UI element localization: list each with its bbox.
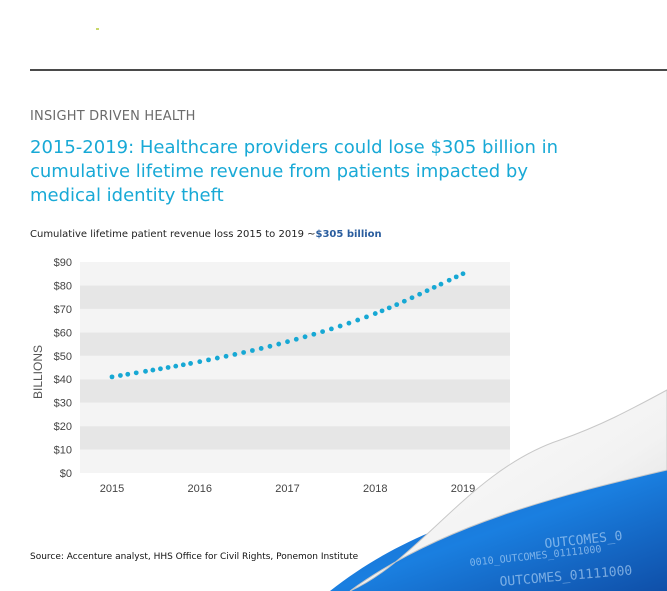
series-dot <box>180 362 186 368</box>
y-tick-label: $80 <box>54 280 72 292</box>
chart-bands <box>80 262 510 473</box>
series-dot <box>165 365 171 370</box>
x-tick-label: 2015 <box>100 483 124 495</box>
y-axis-ticks: $0 $10 $20 $30 $40 $50 $60 $70 $80 $90 <box>54 257 72 480</box>
series-dot <box>409 295 415 301</box>
series-dot <box>250 348 255 353</box>
series-dot <box>346 320 352 326</box>
chart-band <box>80 449 510 473</box>
y-tick-label: $70 <box>54 304 72 316</box>
section-eyebrow: INSIGHT DRIVEN HEALTH <box>30 109 196 124</box>
source-note: Source: Accenture analyst, HHS Office fo… <box>30 552 359 562</box>
series-dot <box>143 368 148 374</box>
series-dot <box>364 314 369 320</box>
series-dot <box>223 353 229 359</box>
revenue-loss-chart: $0$10$20$30$40$50$60$70$80$90 2015 2016 20… <box>31 257 510 495</box>
chart-subtitle-highlight: $305 billion <box>315 229 382 240</box>
series-dot <box>424 288 430 294</box>
chart-band <box>80 285 510 309</box>
corner-mark <box>96 28 99 30</box>
y-axis-label: BILLIONS <box>31 345 45 399</box>
series-dot <box>206 357 211 363</box>
series-dot <box>417 291 423 297</box>
series-dot <box>276 341 282 347</box>
chart-band <box>80 308 510 333</box>
x-axis-ticks: 2015 2016 2017 2018 2019 <box>100 483 475 495</box>
y-tick-label: $20 <box>54 421 72 433</box>
series-dot <box>267 343 273 349</box>
x-tick-label: 2018 <box>363 483 387 495</box>
y-tick-label: $60 <box>54 327 72 339</box>
x-tick-label: 2017 <box>275 483 299 495</box>
chart-band <box>80 355 510 380</box>
series-dot <box>173 363 179 369</box>
series-dot <box>394 302 400 308</box>
series-dot <box>453 274 459 280</box>
series-dot <box>446 277 452 283</box>
series-dot <box>302 334 308 340</box>
series-dot <box>311 331 317 337</box>
chart-band <box>80 332 510 356</box>
x-tick-label: 2016 <box>188 483 212 495</box>
chart-series-dots <box>109 271 466 380</box>
series-dot <box>188 361 193 366</box>
series-dot <box>386 305 392 311</box>
series-dot <box>401 298 407 304</box>
chart-band <box>80 379 510 403</box>
series-dot <box>133 370 139 376</box>
chart-subtitle-text: Cumulative lifetime patient revenue loss… <box>30 229 316 240</box>
y-tick-label: $40 <box>54 374 72 386</box>
chart-band <box>80 262 510 286</box>
series-dot <box>125 371 131 377</box>
y-tick-label: $10 <box>54 445 72 457</box>
series-dot <box>150 367 156 373</box>
y-tick-label: $90 <box>54 257 72 269</box>
series-dot <box>328 326 334 332</box>
series-dot <box>438 281 444 287</box>
top-divider <box>30 69 667 71</box>
series-dot <box>460 271 466 277</box>
series-dot <box>285 339 290 345</box>
series-dot <box>337 323 343 329</box>
series-dot <box>372 311 378 316</box>
series-dot <box>158 366 163 372</box>
chart-subtitle: Cumulative lifetime patient revenue loss… <box>30 229 382 240</box>
series-dot <box>118 373 123 378</box>
y-tick-label: $50 <box>54 351 72 363</box>
y-tick-label: $0 <box>60 468 72 480</box>
y-tick-label: $30 <box>54 398 72 410</box>
series-dot <box>293 336 299 342</box>
series-dot <box>431 284 437 290</box>
series-dot <box>355 317 361 323</box>
series-dot <box>320 329 325 335</box>
curl-blue-reveal <box>330 468 667 591</box>
series-dot <box>241 350 247 355</box>
series-dot <box>258 346 264 351</box>
series-dot <box>109 374 115 380</box>
chart-band <box>80 402 510 427</box>
series-dot <box>232 351 238 357</box>
page-title: 2015-2019: Healthcare providers could lo… <box>30 137 558 206</box>
series-dot <box>379 308 385 314</box>
series-dot <box>197 359 203 365</box>
chart-band <box>80 426 510 450</box>
series-dot <box>214 355 220 361</box>
x-tick-label: 2019 <box>451 483 475 495</box>
curl-page-flap <box>349 389 667 591</box>
